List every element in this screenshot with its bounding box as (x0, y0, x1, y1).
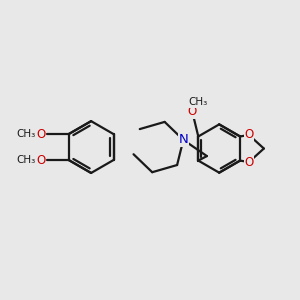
Text: O: O (244, 128, 254, 142)
Text: CH₃: CH₃ (189, 97, 208, 107)
Text: O: O (244, 156, 254, 169)
Text: O: O (36, 154, 46, 166)
Text: O: O (188, 105, 197, 118)
Text: CH₃: CH₃ (16, 155, 36, 165)
Text: N: N (178, 134, 188, 146)
Text: CH₃: CH₃ (16, 129, 36, 139)
Text: O: O (36, 128, 46, 141)
